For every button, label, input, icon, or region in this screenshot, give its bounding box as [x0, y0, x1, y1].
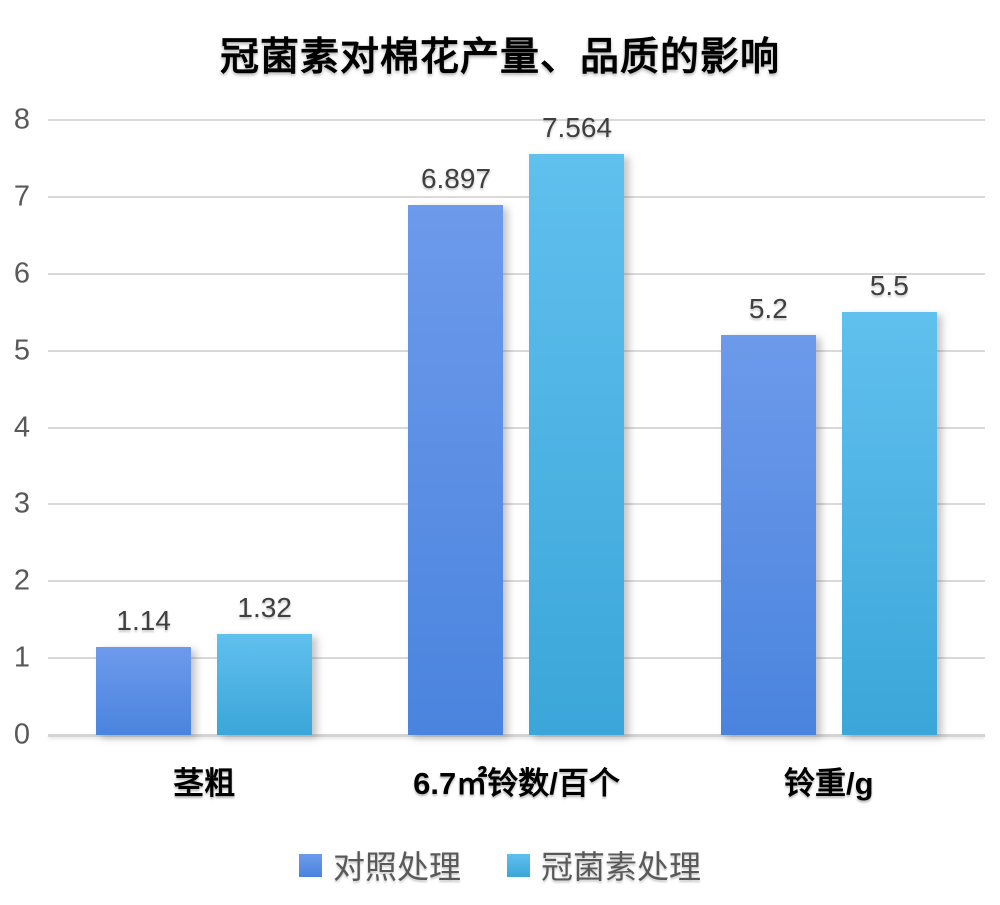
- data-label-6.7㎡铃数/百个-冠菌素处理: 7.564: [541, 111, 613, 143]
- y-tick-label-2: 2: [13, 564, 30, 597]
- legend-label: 冠菌素处理: [541, 849, 702, 885]
- category-label-0: 茎粗: [173, 766, 236, 801]
- gridline-y-8: [48, 119, 985, 121]
- y-axis: 0 1 2 3 4 5 6 7 8: [0, 104, 34, 751]
- gridline-y-1: [48, 657, 985, 660]
- legend-swatch-icon: [507, 853, 530, 877]
- gridline-y-7: [48, 195, 985, 198]
- x-axis-category-labels: 茎粗 6.7㎡铃数/百个 铃重/g: [48, 758, 985, 803]
- gridline-y-5: [48, 349, 985, 352]
- category-label-1: 6.7㎡铃数/百个: [413, 766, 620, 801]
- gridline-y-3: [48, 503, 985, 506]
- bar-茎粗-对照处理[interactable]: 1.14: [96, 605, 192, 735]
- data-label-6.7㎡铃数/百个-对照处理: 6.897: [420, 162, 492, 194]
- y-tick-label-1: 1: [13, 641, 30, 674]
- data-label-铃重/g-冠菌素处理: 5.5: [869, 270, 909, 302]
- gridline-y-0: [48, 734, 985, 737]
- bar-group-0: 1.14 1.32: [48, 120, 360, 735]
- legend-item-对照处理[interactable]: 对照处理: [298, 842, 461, 888]
- bar-group-1: 6.897 7.564: [360, 112, 672, 735]
- data-label-茎粗-对照处理: 1.14: [116, 605, 171, 637]
- legend-swatch-icon: [298, 853, 322, 877]
- legend-item-冠菌素处理[interactable]: 冠菌素处理: [507, 842, 701, 888]
- y-tick-label-5: 5: [13, 334, 30, 367]
- y-tick-label-4: 4: [13, 411, 30, 443]
- gridline-y-4: [48, 426, 985, 429]
- chart-title: 冠菌素对棉花产量、品质的影响: [219, 36, 780, 79]
- category-label-2: 铃重/g: [784, 766, 874, 801]
- data-label-铃重/g-对照处理: 5.2: [748, 293, 788, 325]
- bar-groups: 1.14 1.32 6.897 7.564 5.2 5.5: [48, 112, 985, 735]
- gridline-y-6: [48, 272, 985, 275]
- plot-area: 1.14 1.32 6.897 7.564 5.2 5.5: [48, 112, 985, 737]
- bar-茎粗-冠菌素处理[interactable]: 1.32: [217, 592, 313, 735]
- legend: 对照处理 冠菌素处理: [0, 842, 1000, 888]
- data-label-茎粗-冠菌素处理: 1.32: [237, 591, 292, 623]
- bar-铃重/g-冠菌素处理[interactable]: 5.5: [841, 270, 937, 735]
- gridline-y-2: [48, 580, 985, 583]
- y-tick-label-7: 7: [13, 180, 30, 213]
- bar-铃重/g-对照处理[interactable]: 5.2: [720, 293, 816, 735]
- y-tick-label-6: 6: [13, 257, 30, 290]
- legend-label: 对照处理: [332, 849, 461, 885]
- bar-group-2: 5.2 5.5: [673, 120, 985, 735]
- y-tick-label-3: 3: [13, 487, 30, 520]
- y-tick-label-0: 0: [13, 718, 30, 751]
- bar-6.7㎡铃数/百个-对照处理[interactable]: 6.897: [408, 163, 504, 735]
- bar-6.7㎡铃数/百个-冠菌素处理[interactable]: 7.564: [529, 112, 625, 735]
- y-tick-label-8: 8: [13, 103, 30, 136]
